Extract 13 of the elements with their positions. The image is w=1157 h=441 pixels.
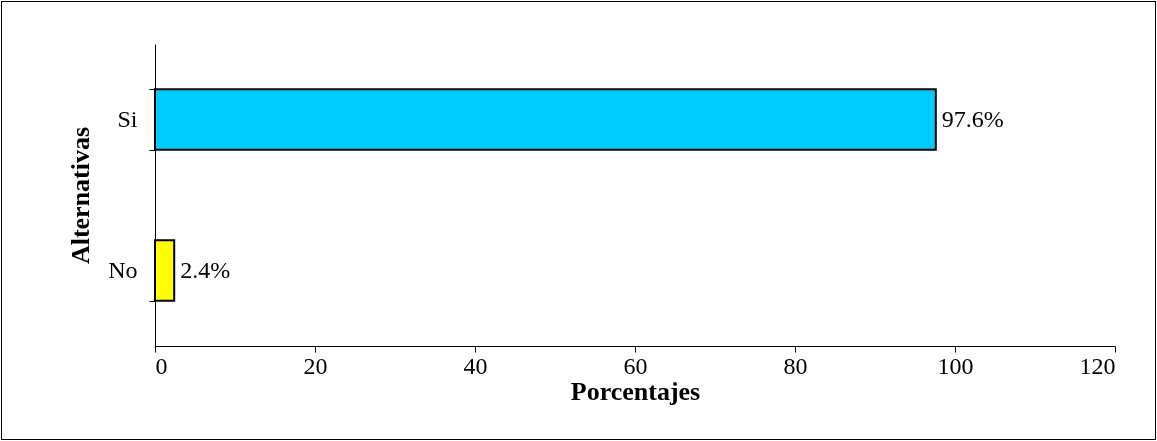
y-tick-label: No [108, 257, 138, 283]
x-tick-label: 20 [303, 352, 328, 379]
y-axis-title: Alternativas [66, 126, 96, 265]
x-tick-label: 80 [783, 352, 808, 379]
x-tick-label: 100 [937, 352, 974, 379]
data-label: 97.6% [941, 105, 1004, 132]
x-tick-label: 40 [463, 352, 488, 379]
data-label: 2.4% [180, 256, 231, 283]
x-tick-label: 0 [155, 352, 168, 379]
y-tick-label: Si [117, 106, 138, 132]
x-tick-label: 120 [1079, 352, 1116, 379]
x-tick-label: 60 [623, 352, 648, 379]
x-axis-title: Porcentajes [570, 376, 701, 406]
